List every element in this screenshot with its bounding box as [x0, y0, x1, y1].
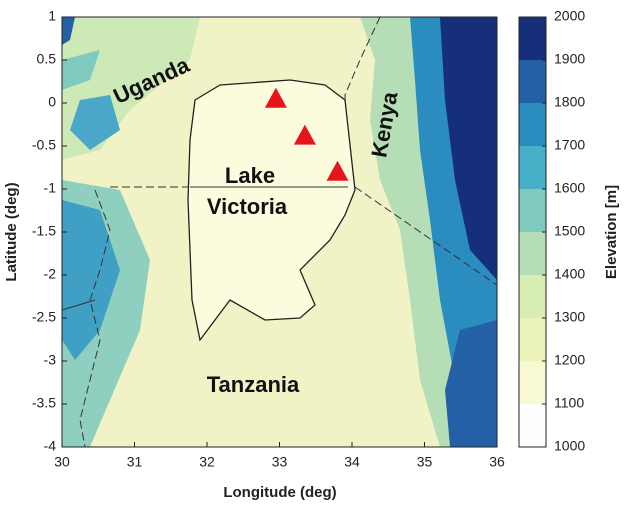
- y-tick-label: -1.5: [32, 223, 56, 239]
- colorbar-band: [519, 146, 546, 189]
- y-tick-label: -2: [44, 266, 57, 282]
- marker-triangle: [293, 124, 316, 145]
- colorbar-band: [519, 17, 546, 60]
- marker-triangle: [326, 160, 349, 181]
- x-tick-label: 31: [127, 454, 143, 470]
- colorbar-tick-label: 1500: [554, 223, 585, 239]
- x-tick-label: 32: [199, 454, 215, 470]
- y-tick-label: -3.5: [32, 395, 56, 411]
- colorbar-tick-label: 1300: [554, 309, 585, 325]
- colorbar-tick-label: 2000: [554, 8, 585, 24]
- colorbar-tick-label: 1000: [554, 438, 585, 454]
- colorbar-label: Elevation [m]: [603, 185, 620, 279]
- x-tick-label: 33: [272, 454, 288, 470]
- y-tick-label: -0.5: [32, 137, 56, 153]
- colorbar-tick-label: 1700: [554, 137, 585, 153]
- colorbar-tick-label: 1100: [554, 395, 584, 411]
- x-axis-label: Longitude (deg): [223, 484, 336, 501]
- lake-outline: [187, 79, 356, 342]
- y-tick-label: 0.5: [37, 51, 57, 67]
- place-label: Victoria: [207, 194, 288, 219]
- y-tick-label: -1: [44, 180, 57, 196]
- y-tick-label: 0: [48, 94, 56, 110]
- x-tick-label: 35: [417, 454, 433, 470]
- colorbar-band: [519, 189, 546, 232]
- colorbar-band: [519, 318, 546, 361]
- colorbar-band: [519, 103, 546, 146]
- colorbar-tick-label: 1200: [554, 352, 585, 368]
- colorbar-tick-label: 1600: [554, 180, 585, 196]
- y-tick-label: -3: [44, 352, 57, 368]
- colorbar-band: [519, 60, 546, 103]
- colorbar-band: [519, 404, 546, 447]
- x-tick-label: 30: [54, 454, 70, 470]
- colorbar-band: [519, 275, 546, 318]
- colorbar-band: [519, 232, 546, 275]
- x-tick-label: 34: [344, 454, 360, 470]
- x-tick-label: 36: [489, 454, 505, 470]
- marker-triangle: [264, 87, 287, 108]
- colorbar-band: [519, 361, 546, 404]
- y-tick-label: -2.5: [32, 309, 56, 325]
- colorbar-tick-label: 1900: [554, 51, 585, 67]
- y-tick-label: -4: [44, 438, 57, 454]
- colorbar-tick-label: 1400: [554, 266, 585, 282]
- place-label: Tanzania: [207, 372, 300, 397]
- place-label: Lake: [225, 163, 275, 188]
- y-axis-label: Latitude (deg): [3, 182, 20, 281]
- colorbar-tick-label: 1800: [554, 94, 585, 110]
- y-tick-label: 1: [48, 8, 56, 24]
